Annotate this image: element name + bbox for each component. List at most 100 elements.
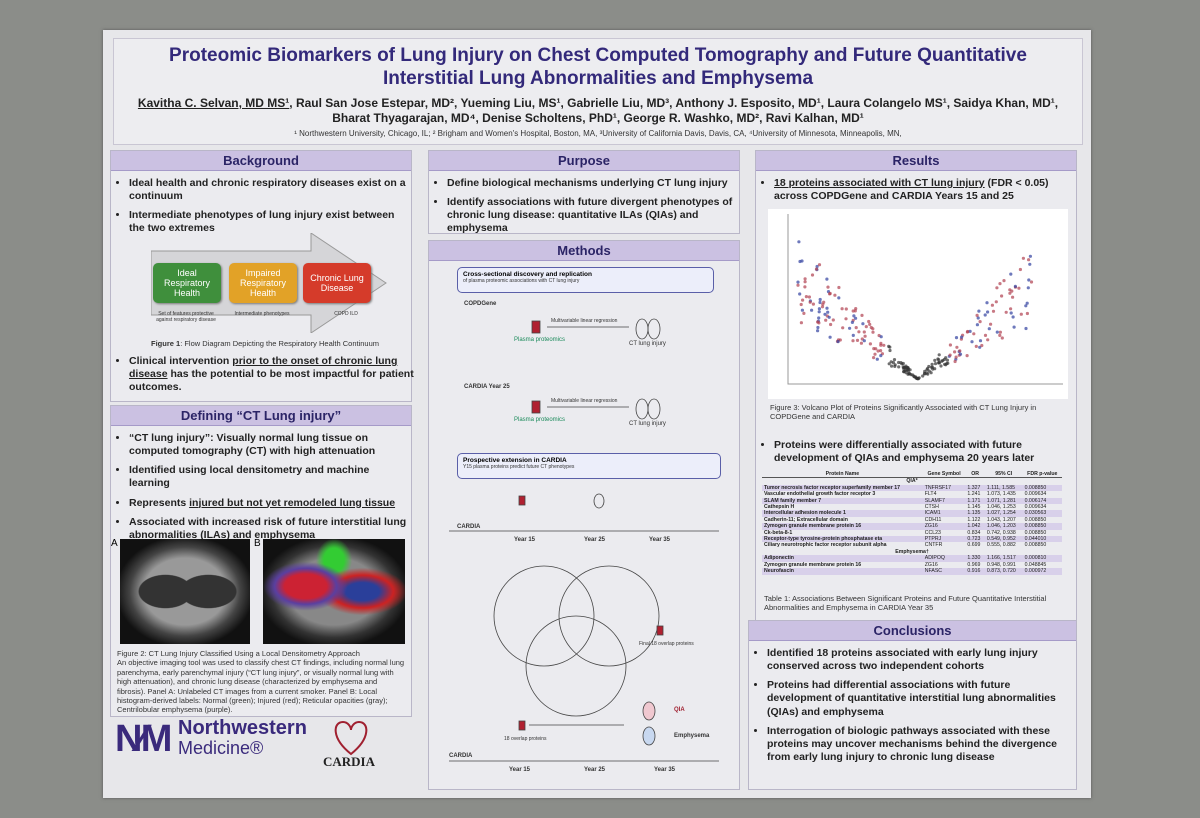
table-row: Tumor necrosis factor receptor superfami… (762, 484, 1062, 492)
plot-dot (801, 298, 805, 302)
title-block: Proteomic Biomarkers of Lung Injury on C… (113, 38, 1083, 145)
plot-dot (871, 327, 875, 331)
plot-dot (887, 344, 891, 348)
plot-dot (851, 333, 855, 337)
table-cell: ZG16 (924, 523, 938, 530)
plot-dot (862, 330, 866, 334)
text: injured but not yet remodeled lung tissu… (189, 496, 396, 509)
purpose-panel: Purpose Define biological mechanisms und… (428, 150, 740, 234)
plot-dot (1004, 310, 1008, 314)
plot-dot (991, 309, 996, 313)
plot-dot (828, 292, 832, 296)
plot-dot (868, 322, 872, 326)
plot-dot (848, 326, 852, 330)
plot-dot (816, 325, 820, 330)
plot-dot (939, 364, 943, 368)
plot-dot (1011, 315, 1015, 319)
plot-dot (796, 280, 800, 284)
defining-panel: Defining “CT Lung injury” “CT lung injur… (110, 405, 412, 717)
title-line: Proteomic Biomarkers of Lung Injury on C… (169, 45, 1027, 66)
header-cell: Protein Name (762, 471, 923, 479)
plot-dot (879, 349, 883, 353)
plot-dot (887, 362, 891, 366)
plot-dot (933, 362, 938, 366)
plot-dot (937, 353, 941, 357)
plot-dot (1025, 301, 1029, 305)
results-panel: Results 18 proteins associated with CT l… (755, 150, 1077, 622)
plot-dot (873, 352, 877, 356)
plot-dot (986, 338, 990, 342)
box-title: Cross-sectional discovery and replicatio… (463, 271, 592, 278)
table-cell: 0.008850 (1024, 523, 1047, 530)
plot-dot (855, 338, 860, 342)
table-cell: CCL23 (924, 529, 941, 536)
section-cell: Emphysema† (895, 548, 929, 555)
plot-dot (1028, 262, 1032, 266)
table-cell: Adiponectin (764, 555, 794, 562)
section-cell: QIA* (906, 478, 918, 485)
plot-dot (958, 352, 963, 356)
table-cell: Neurofascin (764, 568, 794, 575)
plot-dot (799, 321, 803, 325)
plot-dot (923, 369, 927, 373)
table-wrap: Protein Name Gene Symbol OR 95% CI FDR p-val… (762, 471, 1062, 575)
panel-label: A (111, 538, 118, 549)
table-row: Cathepsin H CTSH 1.145 1.046, 1.253 0.009634 (762, 504, 1062, 510)
table-cell: 1.027, 1.254 (986, 510, 1016, 517)
table-cell: Vascular endothelial growth factor recep… (764, 491, 876, 498)
plot-dot (860, 313, 864, 317)
plot-dot (917, 376, 921, 380)
title: Proteomic Biomarkers of Lung Injury on C… (114, 44, 1082, 90)
table-cell: 1.046, 1.203 (986, 523, 1016, 530)
table-cell: 0.549, 0.952 (986, 536, 1016, 543)
heading: Background (111, 151, 411, 171)
axes (787, 214, 1063, 385)
plot-dot (960, 335, 964, 339)
plot-dot (965, 354, 969, 358)
plot-dot (826, 285, 830, 289)
box-sub: Y15 plasma proteins predict future CT ph… (463, 464, 575, 470)
table-cell: 0.008850 (1024, 516, 1047, 523)
plot-dot (978, 320, 982, 324)
table-cell: Tumor necrosis factor receptor superfami… (764, 484, 900, 491)
method-label: CT lung injury (629, 341, 666, 347)
table-row: SLAM family member 7 SLAMF7 1.171 1.071, 1.… (762, 497, 1062, 505)
plot-dot (799, 302, 803, 307)
plot-dot (817, 307, 821, 311)
plot-dot (817, 263, 822, 267)
table-cell: 0.834 (967, 529, 981, 536)
bullet: Interrogation of biologic pathways assoc… (767, 725, 1076, 764)
ct-labels-image (263, 539, 405, 644)
plot-dot (818, 300, 822, 305)
stage: Chronic Lung Disease (303, 263, 371, 303)
plot-dot (995, 330, 999, 334)
plot-dot (823, 312, 827, 316)
table-cell: Ck-beta-8-1 (764, 529, 793, 536)
plot-dot (796, 283, 800, 287)
plot-dot (816, 329, 820, 333)
header-cell: 95% CI (984, 471, 1023, 479)
table-cell: 0.000972 (1024, 568, 1047, 575)
table-cell: 1.166, 1.517 (986, 555, 1016, 562)
table-cell: 0.916 (967, 568, 981, 575)
plot-dot (1019, 312, 1023, 316)
method-label: CT lung injury (629, 421, 666, 427)
table-cell: 1.145 (967, 504, 981, 511)
plot-dot (864, 325, 868, 329)
plot-dot (977, 309, 981, 313)
background-panel: Background Ideal health and chronic resp… (110, 150, 414, 402)
volcano-plot (768, 209, 1068, 399)
figure-text: : Flow Diagram Depicting the Respiratory… (180, 339, 380, 348)
nm-logo: Northwestern Medicine® (178, 718, 307, 758)
plot-dot (897, 365, 901, 369)
table-cell: Receptor-type tyrosine-protein phosphata… (764, 536, 883, 543)
table-cell: NFASC (924, 568, 943, 575)
outcome: Emphysema (674, 733, 710, 739)
table-cell: 1.071, 1.281 (986, 497, 1016, 504)
plot-dot (817, 316, 821, 320)
heading: Defining “CT Lung injury” (111, 406, 411, 426)
logo-text: Medicine® (178, 738, 264, 758)
table-cell: Ciliary neurotrophic factor receptor sub… (764, 542, 887, 549)
stage-note: Set of features protective against respi… (156, 311, 216, 323)
methods-panel: Methods Cross-sectional discovery and re… (428, 240, 740, 790)
